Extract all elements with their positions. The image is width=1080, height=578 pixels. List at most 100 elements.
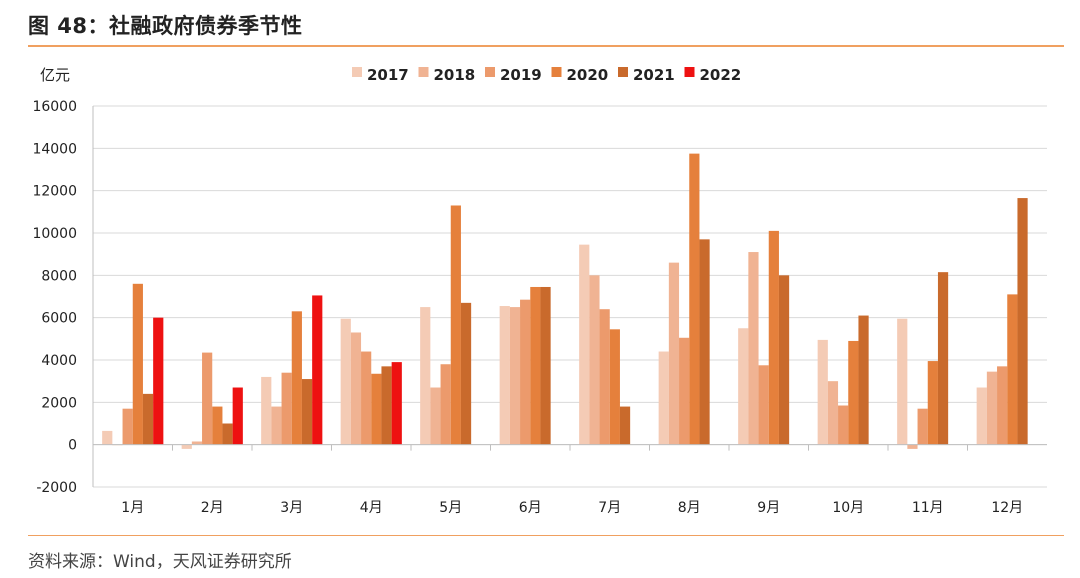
- bar-2021-11: [937, 272, 949, 445]
- legend-swatch-2022: [684, 67, 695, 77]
- bar-2019-9: [758, 365, 769, 445]
- bar-2019-2: [202, 352, 213, 445]
- bar-2019-7: [599, 309, 610, 445]
- source-note: 资料来源：Wind，天风证券研究所: [28, 552, 292, 572]
- bar-2017-6: [499, 306, 510, 445]
- bar-2017-4: [340, 318, 351, 445]
- legend-label-2021: 2021: [633, 66, 675, 84]
- bar-chart: -2000 0 2000 4000 6000 8000 10000 12000 14000 160…: [32, 66, 1047, 516]
- bar-2019-3: [281, 372, 292, 445]
- x-tick-label: 5月: [439, 500, 462, 516]
- bar-2017-11: [897, 318, 908, 445]
- legend-swatch-2020: [551, 67, 562, 77]
- bar-2017-10: [817, 339, 828, 445]
- bar-2017-7: [579, 244, 590, 445]
- y-tick-label: 10000: [32, 226, 77, 242]
- title-divider: [28, 45, 1064, 47]
- legend: 2017 2018 2019 2020 2021 2022: [352, 66, 741, 84]
- x-tick-label: 9月: [757, 500, 780, 516]
- bar-2020-12: [1007, 294, 1018, 445]
- bar-2017-1: [102, 430, 113, 445]
- bar-2020-4: [371, 373, 382, 445]
- bar-2020-8: [689, 153, 700, 445]
- y-tick-label: 14000: [32, 141, 77, 157]
- bar-2018-11: [907, 444, 918, 449]
- bar-2020-1: [132, 283, 143, 445]
- bar-2018-5: [430, 387, 441, 445]
- bar-2019-6: [520, 299, 531, 445]
- bar-2019-5: [440, 364, 451, 445]
- bar-2022-1: [153, 317, 164, 445]
- legend-swatch-2017: [352, 67, 362, 77]
- bar-2021-9: [778, 275, 790, 445]
- y-tick-label: 12000: [32, 184, 77, 200]
- source-divider: [28, 535, 1064, 536]
- x-tick-label: 6月: [519, 500, 542, 516]
- bar-2020-7: [609, 329, 620, 445]
- legend-label-2018: 2018: [434, 66, 476, 84]
- y-tick-label: 2000: [41, 395, 77, 411]
- bar-2021-10: [858, 315, 869, 445]
- bar-2020-2: [212, 406, 223, 445]
- legend-swatch-2019: [485, 67, 495, 77]
- bar-2018-7: [589, 275, 600, 445]
- x-tick-label: 4月: [360, 500, 383, 516]
- x-tick-label: 10月: [832, 500, 864, 516]
- y-tick-labels: -2000 0 2000 4000 6000 8000 10000 12000 14000 160…: [32, 99, 77, 496]
- y-tick-label: 4000: [41, 353, 77, 369]
- bar-2017-8: [658, 351, 669, 445]
- bar-2017-9: [738, 328, 749, 445]
- bar-2018-2: [191, 441, 203, 445]
- bar-2020-10: [848, 340, 859, 445]
- bar-2022-2: [232, 387, 243, 445]
- bar-2021-5: [460, 302, 472, 445]
- bar-2017-5: [420, 307, 431, 445]
- x-tick-label: 7月: [598, 500, 621, 516]
- bar-2018-9: [748, 252, 759, 445]
- legend-label-2019: 2019: [500, 66, 542, 84]
- bar-2019-11: [917, 408, 928, 445]
- bar-2018-12: [986, 371, 998, 445]
- x-tick-label: 11月: [912, 500, 944, 516]
- bar-2021-8: [699, 239, 710, 445]
- y-tick-label: 0: [68, 438, 77, 454]
- legend-label-2020: 2020: [567, 66, 609, 84]
- bar-2020-6: [530, 286, 541, 445]
- bar-2017-12: [976, 387, 987, 445]
- bar-2021-1: [142, 393, 154, 445]
- figure-title: 图 48：社融政府债券季节性: [28, 14, 303, 38]
- bar-2020-11: [927, 361, 938, 445]
- bar-2020-9: [768, 230, 779, 445]
- legend-label-2022: 2022: [700, 66, 742, 84]
- bar-2021-12: [1017, 198, 1028, 445]
- x-tick-label: 2月: [201, 500, 224, 516]
- bar-2021-6: [540, 286, 551, 445]
- bar-2022-4: [391, 362, 402, 445]
- y-tick-label: 16000: [32, 99, 77, 115]
- bar-2017-3: [261, 376, 272, 445]
- bar-2019-12: [997, 366, 1008, 445]
- bar-2018-6: [509, 307, 521, 445]
- x-tick-label: 3月: [280, 500, 303, 516]
- bar-2018-8: [668, 262, 680, 445]
- bar-2018-4: [350, 332, 362, 445]
- legend-label-2017: 2017: [367, 66, 409, 84]
- bar-2018-3: [271, 406, 282, 445]
- bars: [102, 153, 1028, 449]
- bar-2021-2: [222, 423, 233, 445]
- axes: [92, 106, 1047, 487]
- bar-2017-2: [181, 444, 192, 449]
- bar-2020-3: [291, 311, 302, 445]
- x-tick-labels: 1月 2月 3月 4月 5月 6月 7月 8月 9月 10月 11月 12月: [121, 500, 1023, 516]
- bar-2018-10: [827, 381, 839, 445]
- y-tick-label: 8000: [41, 268, 77, 284]
- bar-2021-7: [619, 406, 631, 445]
- bar-2019-4: [361, 351, 372, 445]
- y-tick-label: -2000: [36, 480, 77, 496]
- bar-2019-10: [838, 405, 849, 445]
- x-tick-label: 8月: [678, 500, 701, 516]
- bar-2022-3: [312, 295, 323, 445]
- y-axis-unit: 亿元: [40, 66, 70, 84]
- legend-swatch-2021: [618, 67, 628, 77]
- x-tick-label: 12月: [991, 500, 1023, 516]
